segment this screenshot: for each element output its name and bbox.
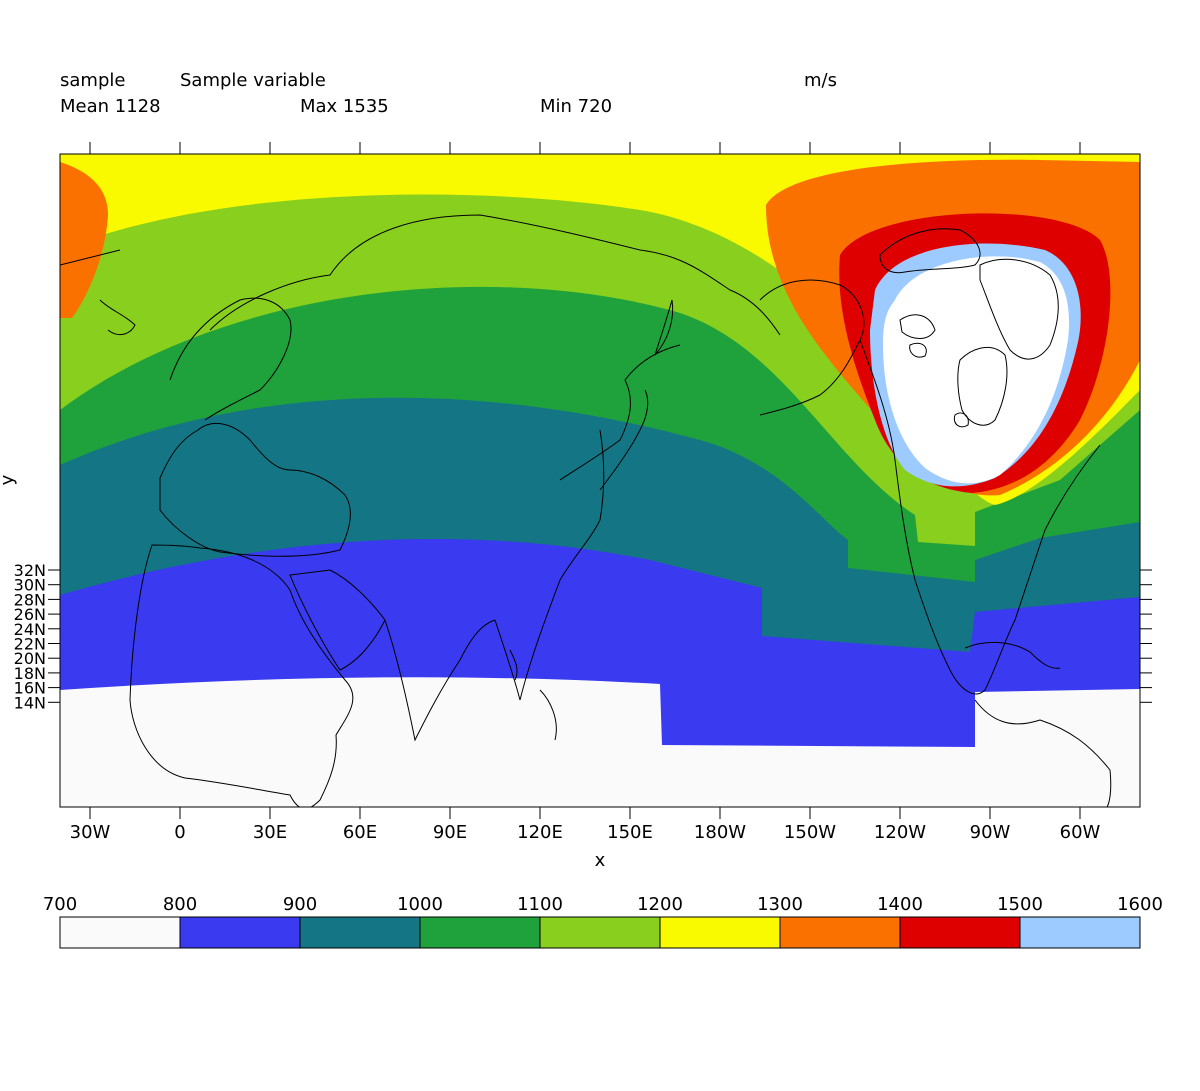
colorbar-level-label: 1400 (877, 894, 923, 915)
y-tick-label: 20N (14, 649, 46, 668)
colorbar-level-label: 1300 (757, 894, 803, 915)
mean-label: Mean 1128 (60, 96, 161, 117)
y-tick-label: 26N (14, 605, 46, 624)
y-tick-label: 18N (14, 664, 46, 683)
coastline-southeast-asia (494, 429, 605, 701)
colorbar-swatch (299, 916, 421, 949)
colorbar-swatch (1019, 916, 1141, 949)
colorbar-swatch (179, 916, 301, 949)
y-tick-label: 22N (14, 635, 46, 654)
colorbar-level-label: 1600 (1117, 894, 1163, 915)
colorbar-level-label: 1500 (997, 894, 1043, 915)
coastline-hudson-bay (957, 346, 1008, 426)
coastline-india (384, 619, 496, 742)
coastline-arctic-islands (899, 314, 969, 428)
y-axis-label: y (0, 474, 18, 485)
y-tick-label: 16N (14, 679, 46, 698)
coastlines (60, 214, 1112, 807)
coastline-north-eurasia (209, 214, 781, 336)
y-tick-label: 24N (14, 620, 46, 639)
coastline-canadian-archipelago (879, 228, 981, 274)
y-tick-label: 30N (14, 576, 46, 595)
y-tick-label: 28N (14, 590, 46, 609)
contour-fields (60, 154, 1140, 807)
coastline-kamchatka (654, 299, 674, 356)
x-tick-label: 150E (607, 822, 653, 843)
y-tick-label: 14N (14, 693, 46, 712)
coastline-southeast-islands (509, 649, 557, 741)
x-tick-label: 60W (1060, 822, 1101, 843)
max-label: Max 1535 (300, 96, 389, 117)
x-tick-label: 30W (70, 822, 111, 843)
min-label: Min 720 (540, 96, 613, 117)
colorbar: 700 800 900 1000 1100 1200 1300 1400 1500 1600 (43, 894, 1163, 949)
colorbar-level-label: 1000 (397, 894, 443, 915)
colorbar-level-label: 1200 (637, 894, 683, 915)
colorbar-level-label: 900 (283, 894, 317, 915)
x-tick-label: 90E (433, 822, 467, 843)
coastline-alaska (759, 279, 865, 416)
x-tick-label: 0 (174, 822, 185, 843)
coastline-europe (159, 422, 351, 557)
x-tick-label: 120E (517, 822, 563, 843)
colorbar-swatch (419, 916, 541, 949)
coastline-arabia (289, 569, 386, 671)
coastline-gulf-of-mexico (964, 641, 1061, 669)
variable-label: Sample variable (180, 70, 326, 91)
colorbar-level-label: 1100 (517, 894, 563, 915)
colorbar-swatch (899, 916, 1021, 949)
x-axis: 30W 0 30E 60E 90E 120E 150E 180W 150W 120W 90W 60W (70, 142, 1101, 843)
coastline-greenland (979, 258, 1059, 360)
coastline-scandinavia (169, 297, 292, 421)
plot-frame (59, 153, 1141, 808)
x-tick-label: 90W (970, 822, 1011, 843)
x-tick-label: 180W (694, 822, 746, 843)
coastline-western-edge (60, 249, 136, 336)
colorbar-swatch (59, 916, 181, 949)
x-tick-label: 30E (253, 822, 287, 843)
coastline-japan (599, 389, 649, 491)
x-tick-label: 150W (784, 822, 836, 843)
colorbar-level-label: 800 (163, 894, 197, 915)
dataset-label: sample (60, 70, 126, 91)
x-tick-label: 60E (343, 822, 377, 843)
region-min-blank (883, 256, 1070, 484)
colorbar-swatch (539, 916, 661, 949)
colorbar-swatch (779, 916, 901, 949)
x-tick-label: 120W (874, 822, 926, 843)
units-label: m/s (804, 70, 837, 91)
coastline-africa (129, 544, 354, 807)
coastline-north-america (859, 339, 1101, 695)
colorbar-swatch (659, 916, 781, 949)
y-tick-label: 32N (14, 561, 46, 580)
x-axis-label: x (595, 850, 606, 871)
coastline-south-america (974, 699, 1112, 807)
contour-band-1300-west (60, 162, 108, 318)
colorbar-level-label: 700 (43, 894, 77, 915)
coastline-east-asia (559, 344, 681, 481)
